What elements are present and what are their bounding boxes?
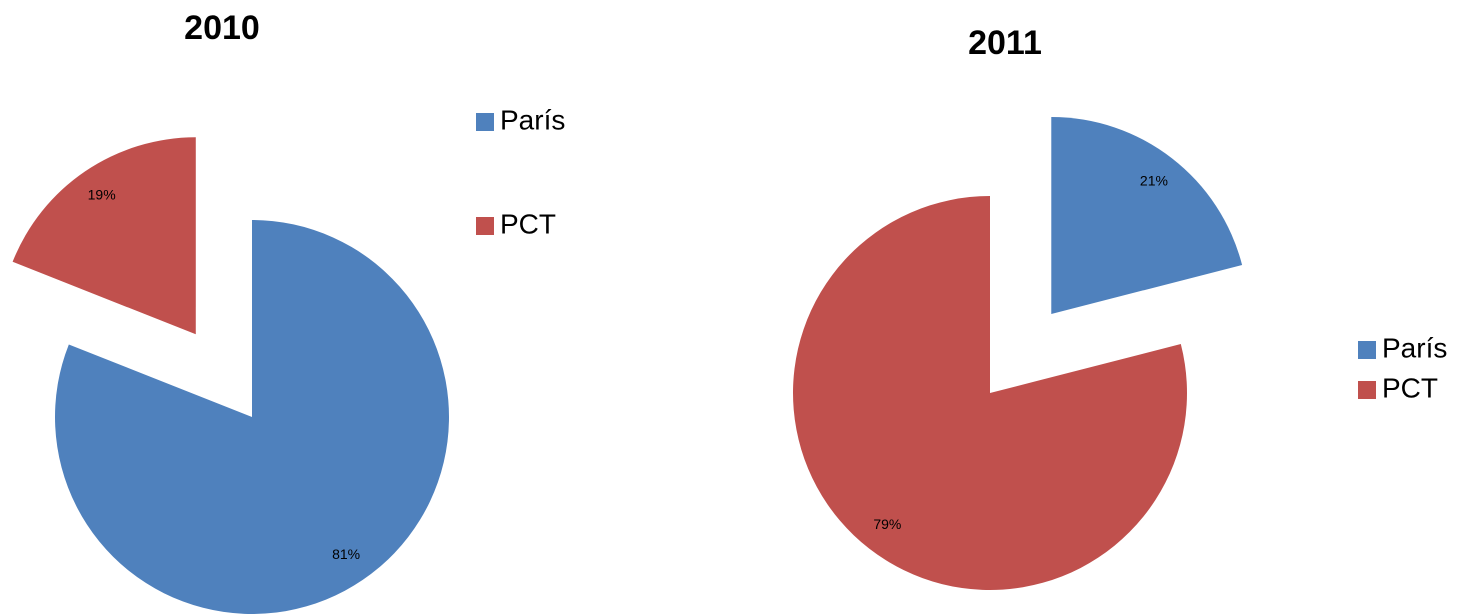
chart-title: 2010 bbox=[184, 9, 260, 47]
pie-slice bbox=[1051, 116, 1243, 314]
pie-slice bbox=[55, 220, 450, 614]
legend-swatch bbox=[1358, 381, 1376, 399]
legend-swatch bbox=[476, 113, 494, 131]
legend-swatch bbox=[1358, 341, 1376, 359]
data-label: 81% bbox=[332, 546, 360, 562]
legend-label: PCT bbox=[500, 208, 556, 239]
pie-slice bbox=[12, 137, 196, 335]
data-label: 79% bbox=[873, 516, 901, 532]
legend-swatch bbox=[476, 217, 494, 235]
data-label: 21% bbox=[1140, 172, 1168, 188]
chart-title: 2011 bbox=[968, 24, 1042, 62]
pie-slice bbox=[792, 196, 1187, 590]
data-label: 19% bbox=[88, 187, 116, 203]
legend-label: PCT bbox=[1382, 372, 1438, 403]
legend-label: París bbox=[500, 104, 565, 135]
legend-label: París bbox=[1382, 332, 1447, 363]
